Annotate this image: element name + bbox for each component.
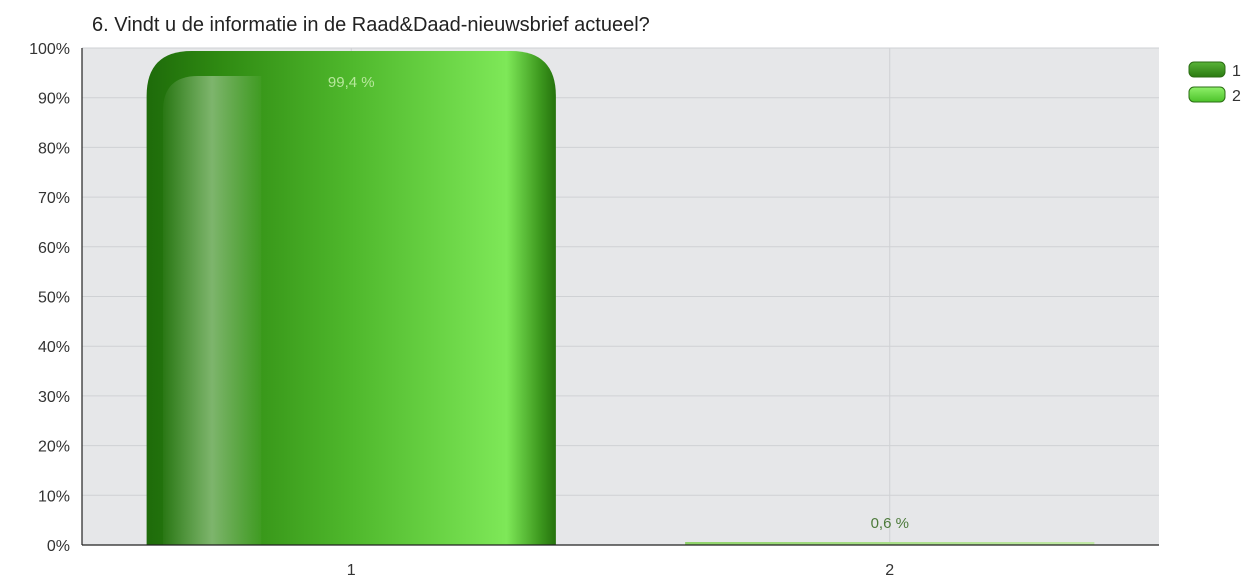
y-tick-label: 80% [38, 140, 70, 157]
legend-label: 2 [1232, 88, 1241, 105]
data-label: 99,4 % [328, 74, 375, 91]
y-tick-label: 100% [29, 41, 70, 58]
y-tick-label: 0% [47, 538, 70, 555]
data-label: 0,6 % [871, 515, 909, 532]
y-tick-label: 90% [38, 91, 70, 108]
legend-label: 1 [1232, 63, 1241, 80]
y-tick-label: 40% [38, 339, 70, 356]
y-tick-label: 60% [38, 240, 70, 257]
bar-2 [685, 542, 1095, 545]
chart-title: 6. Vindt u de informatie in de Raad&Daad… [92, 14, 650, 36]
y-tick-label: 30% [38, 389, 70, 406]
y-tick-label: 10% [38, 488, 70, 505]
x-tick-label: 1 [347, 562, 356, 579]
bar-highlight [162, 75, 262, 546]
x-tick-label: 2 [885, 562, 894, 579]
y-tick-label: 70% [38, 190, 70, 207]
legend-swatch-2 [1188, 86, 1226, 103]
y-tick-label: 20% [38, 439, 70, 456]
y-tick-label: 50% [38, 290, 70, 307]
legend-swatch-1 [1188, 61, 1226, 78]
